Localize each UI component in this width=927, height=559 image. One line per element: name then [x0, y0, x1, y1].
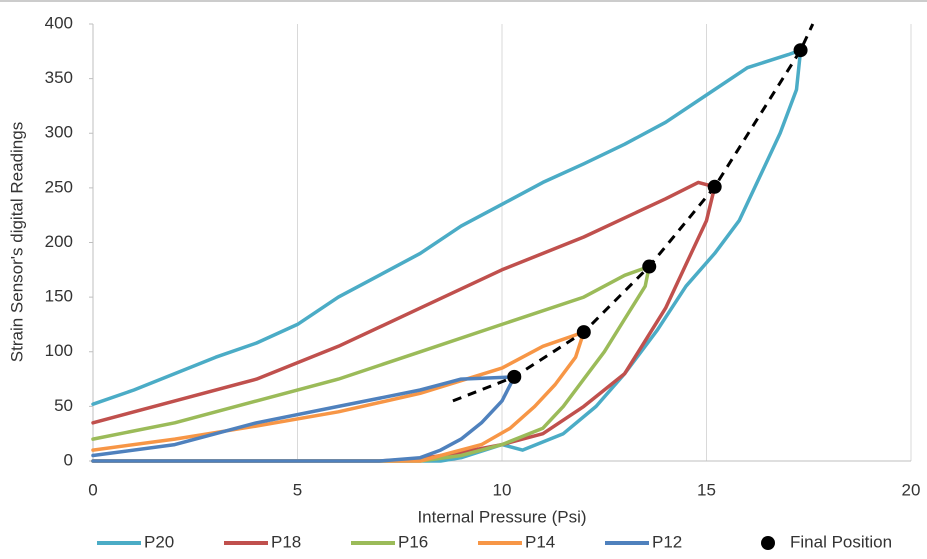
x-tick-label: 5: [293, 480, 302, 499]
x-tick-label: 20: [902, 480, 921, 499]
legend-label: P20: [144, 532, 174, 551]
legend-label: P18: [271, 532, 301, 551]
y-tick-label: 150: [45, 287, 73, 306]
final-point: [642, 259, 657, 274]
y-tick-label: 200: [45, 232, 73, 251]
x-tick-label: 0: [88, 480, 97, 499]
y-axis-title: Strain Sensor's digital Readings: [7, 122, 26, 362]
y-tick-label: 50: [54, 396, 73, 415]
x-tick-label: 15: [697, 480, 716, 499]
series-line: [91, 48, 803, 463]
series-line: [91, 375, 517, 463]
y-tick-label: 250: [45, 177, 73, 196]
final-point: [793, 43, 808, 58]
y-tick-label: 350: [45, 68, 73, 87]
y-tick-label: 300: [45, 123, 73, 142]
legend-label: Final Position: [790, 532, 892, 551]
legend-label: P12: [652, 532, 682, 551]
y-tick-label: 100: [45, 341, 73, 360]
x-axis-title: Internal Pressure (Psi): [417, 507, 586, 526]
final-point: [707, 179, 722, 194]
legend-swatch: [761, 536, 775, 550]
y-tick-label: 0: [64, 450, 73, 469]
legend-label: P14: [525, 532, 555, 551]
series-line: [91, 330, 586, 463]
y-tick-label: 400: [45, 13, 73, 32]
x-tick-label: 10: [493, 480, 512, 499]
series-line: [91, 264, 651, 463]
legend-label: P16: [398, 532, 428, 551]
final-point: [507, 369, 522, 384]
final-point: [576, 325, 591, 340]
